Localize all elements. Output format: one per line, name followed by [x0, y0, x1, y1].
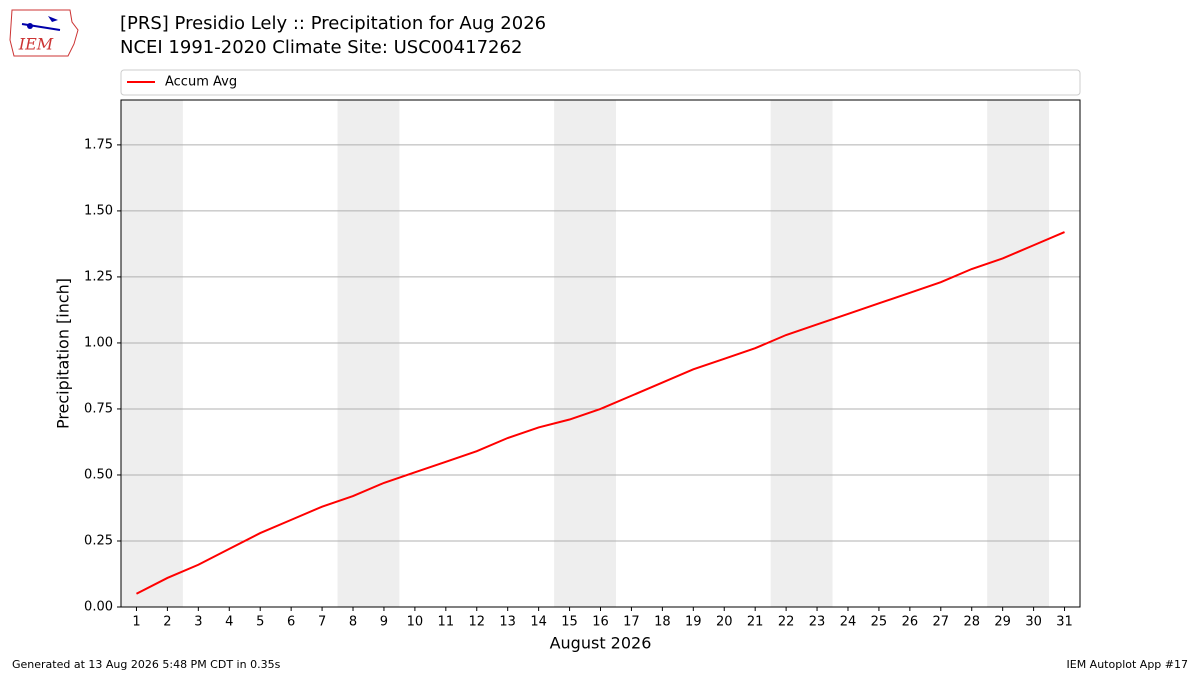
data-line	[136, 231, 1065, 595]
x-tick-label: 17	[623, 615, 640, 630]
x-tick-label: 20	[716, 615, 733, 630]
y-tick-label: 0.25	[84, 533, 113, 548]
y-tick-label: 0.50	[84, 467, 113, 482]
x-tick-label: 23	[809, 615, 826, 630]
x-tick-label: 15	[561, 615, 578, 630]
y-axis-label: Precipitation [inch]	[54, 278, 73, 429]
y-tick-label: 0.00	[84, 600, 113, 615]
x-tick-label: 27	[933, 615, 950, 630]
weekend-band	[337, 100, 400, 607]
weekend-band	[121, 100, 183, 607]
x-tick-label: 24	[840, 615, 857, 630]
plot-frame	[120, 99, 1081, 608]
x-tick-label: 3	[194, 615, 202, 630]
chart-subtitle: NCEI 1991-2020 Climate Site: USC00417262	[120, 37, 522, 58]
x-tick-label: 19	[685, 615, 702, 630]
x-tick-label: 29	[994, 615, 1011, 630]
x-tick-label: 1	[132, 615, 140, 630]
x-tick-label: 16	[592, 615, 609, 630]
x-tick-label: 11	[438, 615, 455, 630]
legend-box	[120, 69, 1081, 96]
x-tick-label: 25	[871, 615, 888, 630]
x-tick-label: 9	[380, 615, 388, 630]
y-tick-label: 1.50	[84, 203, 113, 218]
footer-right: IEM Autoplot App #17	[1067, 658, 1189, 671]
x-tick-label: 21	[747, 615, 764, 630]
chart-title: [PRS] Presidio Lely :: Precipitation for…	[120, 13, 546, 34]
x-tick-label: 6	[287, 615, 295, 630]
weekend-band	[554, 100, 616, 607]
x-tick-label: 7	[318, 615, 326, 630]
x-tick-label: 8	[349, 615, 357, 630]
x-tick-label: 22	[778, 615, 795, 630]
y-tick-label: 1.75	[84, 137, 113, 152]
y-tick-label: 1.25	[84, 269, 113, 284]
y-tick-label: 1.00	[84, 335, 113, 350]
x-tick-label: 14	[530, 615, 547, 630]
x-tick-label: 30	[1025, 615, 1042, 630]
logo: IEM	[9, 9, 79, 57]
x-tick-label: 12	[468, 615, 485, 630]
x-tick-label: 26	[902, 615, 919, 630]
x-tick-label: 4	[225, 615, 233, 630]
weekend-band	[770, 100, 833, 607]
x-tick-label: 5	[256, 615, 264, 630]
x-tick-label: 13	[499, 615, 516, 630]
x-tick-label: 2	[163, 615, 171, 630]
x-tick-label: 28	[963, 615, 980, 630]
weekend-band	[987, 100, 1050, 607]
footer-left: Generated at 13 Aug 2026 5:48 PM CDT in …	[12, 658, 281, 671]
x-tick-label: 18	[654, 615, 671, 630]
logo-text: IEM	[18, 35, 54, 54]
y-tick-label: 0.75	[84, 401, 113, 416]
x-tick-label: 10	[407, 615, 424, 630]
x-axis-label: August 2026	[550, 634, 652, 653]
x-tick-label: 31	[1056, 615, 1073, 630]
legend-label: Accum Avg	[165, 75, 237, 90]
